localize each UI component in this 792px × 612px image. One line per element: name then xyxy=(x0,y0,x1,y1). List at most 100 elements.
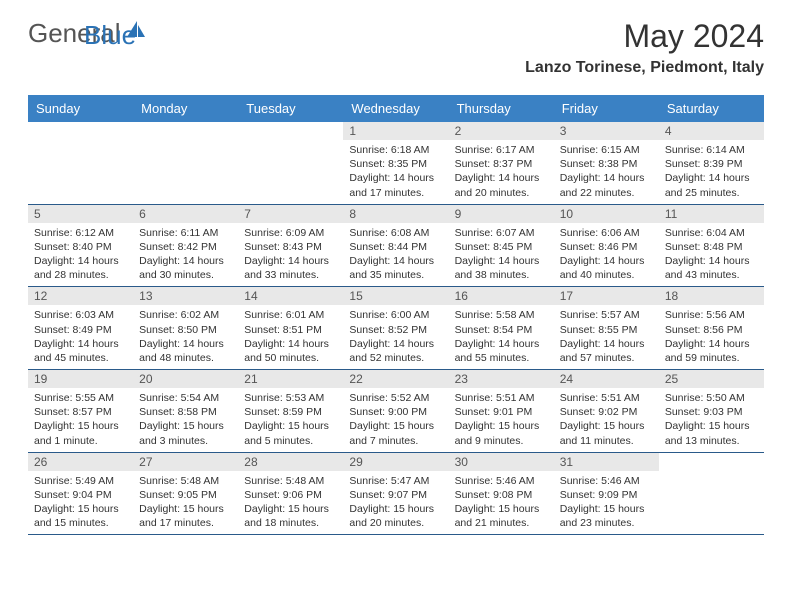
daylight-line: Daylight: 15 hours and 13 minutes. xyxy=(665,419,758,447)
daylight-line: Daylight: 14 hours and 52 minutes. xyxy=(349,337,442,365)
day-number: 15 xyxy=(343,287,448,305)
day-number: 30 xyxy=(449,453,554,471)
daylight-line: Daylight: 15 hours and 15 minutes. xyxy=(34,502,127,530)
sunset-line: Sunset: 8:37 PM xyxy=(455,157,548,171)
daylight-line: Daylight: 14 hours and 45 minutes. xyxy=(34,337,127,365)
brand-part2-wrap: Blue xyxy=(28,48,80,79)
day-details: Sunrise: 6:04 AMSunset: 8:48 PMDaylight:… xyxy=(659,223,764,287)
day-details: Sunrise: 5:49 AMSunset: 9:04 PMDaylight:… xyxy=(28,471,133,535)
sunset-line: Sunset: 9:09 PM xyxy=(560,488,653,502)
sunset-line: Sunset: 9:03 PM xyxy=(665,405,758,419)
day-details: Sunrise: 5:52 AMSunset: 9:00 PMDaylight:… xyxy=(343,388,448,452)
sunset-line: Sunset: 8:39 PM xyxy=(665,157,758,171)
day-details: Sunrise: 6:03 AMSunset: 8:49 PMDaylight:… xyxy=(28,305,133,369)
calendar-cell: 6Sunrise: 6:11 AMSunset: 8:42 PMDaylight… xyxy=(133,204,238,287)
sunset-line: Sunset: 8:58 PM xyxy=(139,405,232,419)
sunset-line: Sunset: 8:38 PM xyxy=(560,157,653,171)
sunset-line: Sunset: 8:42 PM xyxy=(139,240,232,254)
calendar-cell: 15Sunrise: 6:00 AMSunset: 8:52 PMDayligh… xyxy=(343,287,448,370)
location-label: Lanzo Torinese, Piedmont, Italy xyxy=(525,59,764,77)
sunset-line: Sunset: 8:59 PM xyxy=(244,405,337,419)
sunrise-line: Sunrise: 5:58 AM xyxy=(455,308,548,322)
daylight-line: Daylight: 15 hours and 7 minutes. xyxy=(349,419,442,447)
calendar-cell: 27Sunrise: 5:48 AMSunset: 9:05 PMDayligh… xyxy=(133,452,238,535)
calendar-cell xyxy=(659,452,764,535)
sunset-line: Sunset: 8:54 PM xyxy=(455,323,548,337)
sunrise-line: Sunrise: 5:50 AM xyxy=(665,391,758,405)
calendar-cell: 26Sunrise: 5:49 AMSunset: 9:04 PMDayligh… xyxy=(28,452,133,535)
sunset-line: Sunset: 8:55 PM xyxy=(560,323,653,337)
sunset-line: Sunset: 8:43 PM xyxy=(244,240,337,254)
day-details: Sunrise: 6:12 AMSunset: 8:40 PMDaylight:… xyxy=(28,223,133,287)
calendar-cell: 28Sunrise: 5:48 AMSunset: 9:06 PMDayligh… xyxy=(238,452,343,535)
day-details: Sunrise: 5:46 AMSunset: 9:09 PMDaylight:… xyxy=(554,471,659,535)
sunset-line: Sunset: 9:00 PM xyxy=(349,405,442,419)
day-number: 7 xyxy=(238,205,343,223)
sunrise-line: Sunrise: 5:48 AM xyxy=(139,474,232,488)
day-number: 27 xyxy=(133,453,238,471)
daylight-line: Daylight: 14 hours and 25 minutes. xyxy=(665,171,758,199)
calendar-week-row: 19Sunrise: 5:55 AMSunset: 8:57 PMDayligh… xyxy=(28,370,764,453)
day-details: Sunrise: 5:51 AMSunset: 9:02 PMDaylight:… xyxy=(554,388,659,452)
calendar-cell xyxy=(133,122,238,204)
day-number: 17 xyxy=(554,287,659,305)
sunset-line: Sunset: 9:07 PM xyxy=(349,488,442,502)
calendar-cell: 5Sunrise: 6:12 AMSunset: 8:40 PMDaylight… xyxy=(28,204,133,287)
day-details: Sunrise: 6:00 AMSunset: 8:52 PMDaylight:… xyxy=(343,305,448,369)
calendar-cell: 8Sunrise: 6:08 AMSunset: 8:44 PMDaylight… xyxy=(343,204,448,287)
sunrise-line: Sunrise: 6:17 AM xyxy=(455,143,548,157)
day-details: Sunrise: 6:15 AMSunset: 8:38 PMDaylight:… xyxy=(554,140,659,204)
sunrise-line: Sunrise: 5:54 AM xyxy=(139,391,232,405)
calendar-cell: 12Sunrise: 6:03 AMSunset: 8:49 PMDayligh… xyxy=(28,287,133,370)
weekday-header: Tuesday xyxy=(238,95,343,122)
calendar-cell: 29Sunrise: 5:47 AMSunset: 9:07 PMDayligh… xyxy=(343,452,448,535)
calendar-week-row: 26Sunrise: 5:49 AMSunset: 9:04 PMDayligh… xyxy=(28,452,764,535)
weekday-header: Thursday xyxy=(449,95,554,122)
sunrise-line: Sunrise: 5:47 AM xyxy=(349,474,442,488)
calendar-cell: 11Sunrise: 6:04 AMSunset: 8:48 PMDayligh… xyxy=(659,204,764,287)
weekday-header: Sunday xyxy=(28,95,133,122)
calendar-head: SundayMondayTuesdayWednesdayThursdayFrid… xyxy=(28,95,764,122)
calendar-cell: 9Sunrise: 6:07 AMSunset: 8:45 PMDaylight… xyxy=(449,204,554,287)
sunrise-line: Sunrise: 5:46 AM xyxy=(560,474,653,488)
weekday-header: Monday xyxy=(133,95,238,122)
daylight-line: Daylight: 14 hours and 20 minutes. xyxy=(455,171,548,199)
day-number: 21 xyxy=(238,370,343,388)
calendar-cell: 25Sunrise: 5:50 AMSunset: 9:03 PMDayligh… xyxy=(659,370,764,453)
daylight-line: Daylight: 15 hours and 18 minutes. xyxy=(244,502,337,530)
day-details: Sunrise: 5:48 AMSunset: 9:05 PMDaylight:… xyxy=(133,471,238,535)
daylight-line: Daylight: 15 hours and 23 minutes. xyxy=(560,502,653,530)
daylight-line: Daylight: 15 hours and 17 minutes. xyxy=(139,502,232,530)
sunrise-line: Sunrise: 5:49 AM xyxy=(34,474,127,488)
day-details: Sunrise: 5:47 AMSunset: 9:07 PMDaylight:… xyxy=(343,471,448,535)
daylight-line: Daylight: 15 hours and 21 minutes. xyxy=(455,502,548,530)
calendar-cell xyxy=(238,122,343,204)
sunset-line: Sunset: 8:46 PM xyxy=(560,240,653,254)
sunrise-line: Sunrise: 6:12 AM xyxy=(34,226,127,240)
daylight-line: Daylight: 14 hours and 40 minutes. xyxy=(560,254,653,282)
day-number: 12 xyxy=(28,287,133,305)
sunrise-line: Sunrise: 5:55 AM xyxy=(34,391,127,405)
daylight-line: Daylight: 14 hours and 43 minutes. xyxy=(665,254,758,282)
sunrise-line: Sunrise: 6:09 AM xyxy=(244,226,337,240)
daylight-line: Daylight: 15 hours and 11 minutes. xyxy=(560,419,653,447)
calendar-cell: 31Sunrise: 5:46 AMSunset: 9:09 PMDayligh… xyxy=(554,452,659,535)
daylight-line: Daylight: 15 hours and 20 minutes. xyxy=(349,502,442,530)
day-number: 29 xyxy=(343,453,448,471)
day-details: Sunrise: 6:07 AMSunset: 8:45 PMDaylight:… xyxy=(449,223,554,287)
sunrise-line: Sunrise: 6:06 AM xyxy=(560,226,653,240)
calendar-cell: 10Sunrise: 6:06 AMSunset: 8:46 PMDayligh… xyxy=(554,204,659,287)
calendar-cell: 18Sunrise: 5:56 AMSunset: 8:56 PMDayligh… xyxy=(659,287,764,370)
weekday-row: SundayMondayTuesdayWednesdayThursdayFrid… xyxy=(28,95,764,122)
day-details: Sunrise: 6:14 AMSunset: 8:39 PMDaylight:… xyxy=(659,140,764,204)
day-number: 3 xyxy=(554,122,659,140)
day-details: Sunrise: 5:56 AMSunset: 8:56 PMDaylight:… xyxy=(659,305,764,369)
calendar-cell: 2Sunrise: 6:17 AMSunset: 8:37 PMDaylight… xyxy=(449,122,554,204)
daylight-line: Daylight: 14 hours and 59 minutes. xyxy=(665,337,758,365)
sunrise-line: Sunrise: 6:14 AM xyxy=(665,143,758,157)
calendar-cell: 7Sunrise: 6:09 AMSunset: 8:43 PMDaylight… xyxy=(238,204,343,287)
sunset-line: Sunset: 9:01 PM xyxy=(455,405,548,419)
sunrise-line: Sunrise: 5:57 AM xyxy=(560,308,653,322)
day-number: 18 xyxy=(659,287,764,305)
calendar-cell: 19Sunrise: 5:55 AMSunset: 8:57 PMDayligh… xyxy=(28,370,133,453)
